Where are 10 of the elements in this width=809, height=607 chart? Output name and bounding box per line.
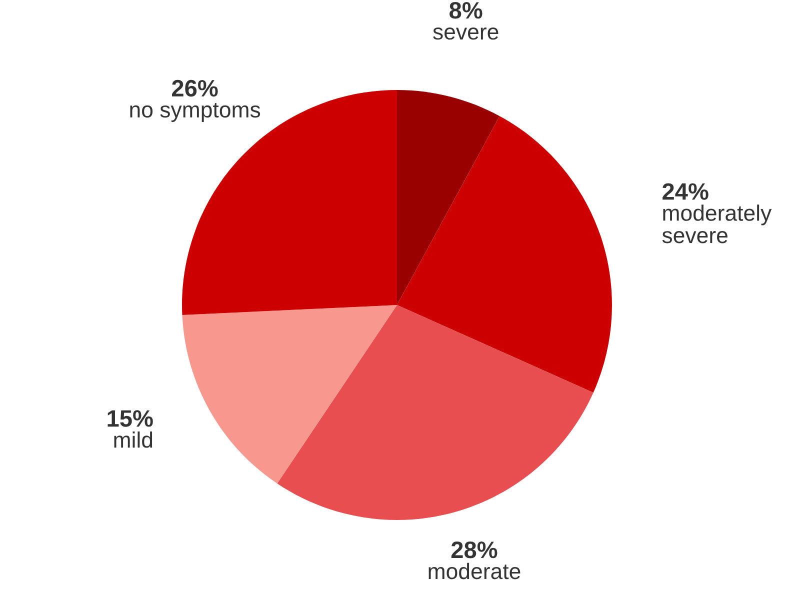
slice-label: severe: [433, 28, 498, 40]
data-label: 28%: [451, 541, 498, 558]
slice-label: no symptoms: [130, 103, 260, 122]
slice-label: moderate: [428, 562, 520, 580]
data-label: 15%: [108, 410, 153, 427]
slice-label: mild: [114, 431, 152, 448]
data-label: 8%: [450, 2, 482, 19]
data-label: 24%: [662, 183, 708, 200]
data-label: 26%: [172, 80, 218, 97]
slice-label: moderately severe: [662, 204, 772, 244]
